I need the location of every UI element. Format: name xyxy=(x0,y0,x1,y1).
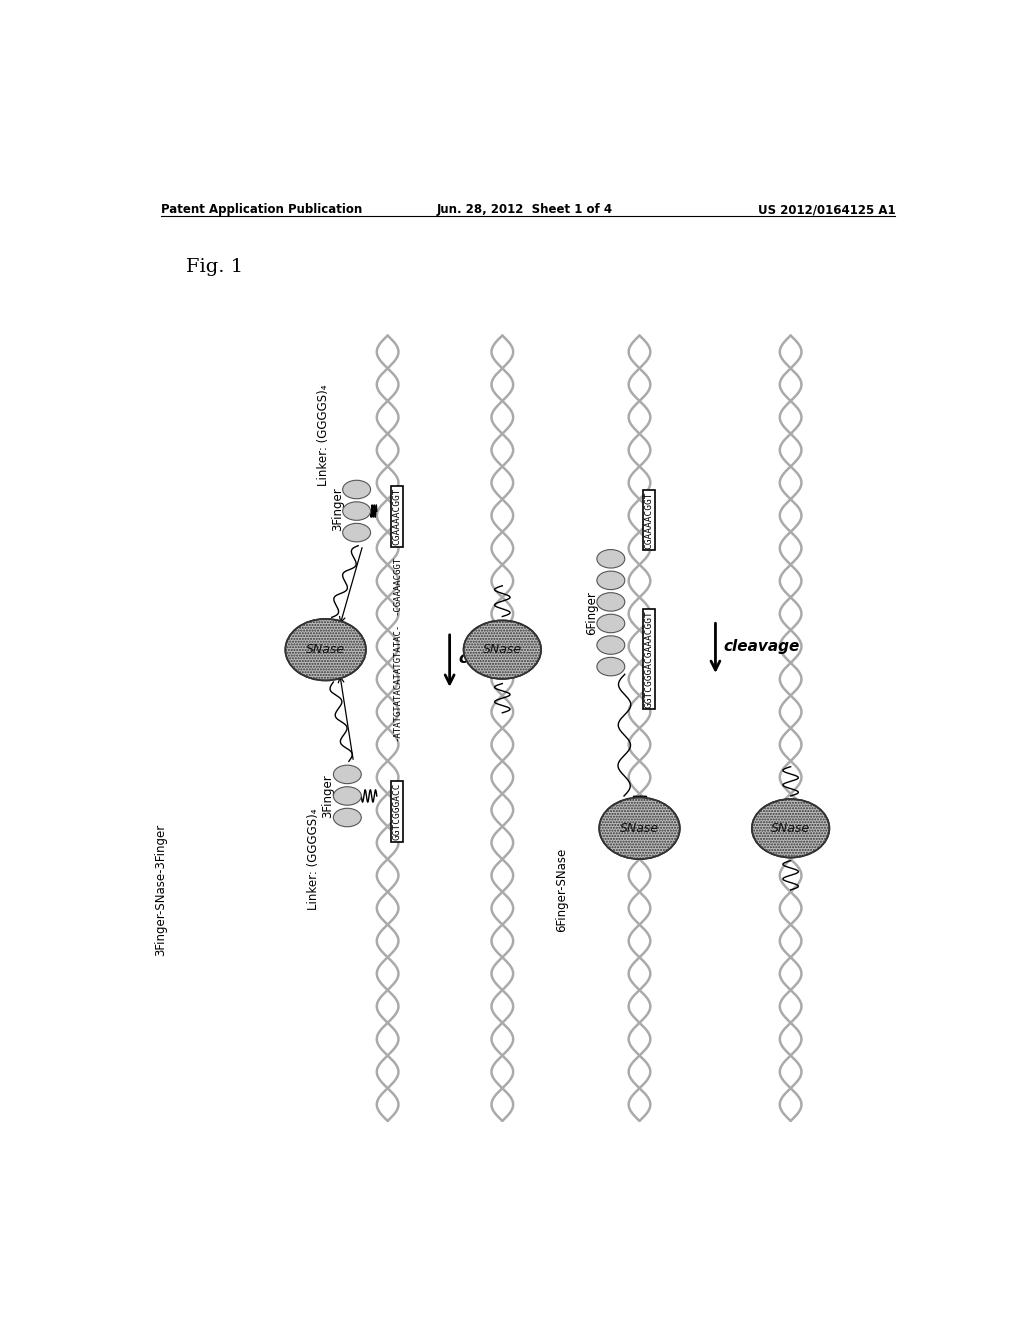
Ellipse shape xyxy=(752,799,829,858)
Ellipse shape xyxy=(286,619,366,681)
Text: GGTCGGGACGAAACGGT: GGTCGGGACGAAACGGT xyxy=(644,610,653,708)
Text: Jun. 28, 2012  Sheet 1 of 4: Jun. 28, 2012 Sheet 1 of 4 xyxy=(437,203,612,216)
Text: 3Finger-SNase-3Finger: 3Finger-SNase-3Finger xyxy=(154,824,167,956)
Ellipse shape xyxy=(597,657,625,676)
Text: -ATATGTATACATATGTATAC-: -ATATGTATACATATGTATAC- xyxy=(392,623,401,741)
Ellipse shape xyxy=(334,766,361,784)
Ellipse shape xyxy=(343,524,371,543)
Text: 3Finger: 3Finger xyxy=(322,774,335,818)
Text: cleavage: cleavage xyxy=(459,651,536,667)
Text: 6Finger: 6Finger xyxy=(585,591,598,635)
Text: US 2012/0164125 A1: US 2012/0164125 A1 xyxy=(758,203,895,216)
Ellipse shape xyxy=(597,636,625,655)
Text: SNase: SNase xyxy=(482,643,522,656)
Ellipse shape xyxy=(343,480,371,499)
Ellipse shape xyxy=(599,797,680,859)
Text: -CGAAAACGGT: -CGAAAACGGT xyxy=(392,556,401,615)
Text: 6Finger-SNase: 6Finger-SNase xyxy=(555,847,568,932)
Ellipse shape xyxy=(343,502,371,520)
Text: cleavage: cleavage xyxy=(723,639,800,655)
Ellipse shape xyxy=(597,572,625,590)
Ellipse shape xyxy=(334,787,361,805)
Text: GGTCGGGACC: GGTCGGGACC xyxy=(392,783,401,840)
Text: Linker: (GGGGS)₄: Linker: (GGGGS)₄ xyxy=(307,808,321,909)
Ellipse shape xyxy=(597,593,625,611)
Text: Linker: (GGGGS)₄: Linker: (GGGGS)₄ xyxy=(316,385,330,486)
Text: Patent Application Publication: Patent Application Publication xyxy=(161,203,361,216)
Ellipse shape xyxy=(464,620,541,678)
Text: CGAAAACGGT: CGAAAACGGT xyxy=(644,491,653,549)
Text: SNase: SNase xyxy=(620,822,659,834)
Text: SNase: SNase xyxy=(771,822,810,834)
Text: 3Finger: 3Finger xyxy=(331,487,344,531)
Text: CGAAAACGGT: CGAAAACGGT xyxy=(392,487,401,545)
Text: SNase: SNase xyxy=(306,643,345,656)
Text: Fig. 1: Fig. 1 xyxy=(186,259,244,276)
Ellipse shape xyxy=(597,614,625,632)
Ellipse shape xyxy=(334,808,361,826)
Ellipse shape xyxy=(597,549,625,568)
